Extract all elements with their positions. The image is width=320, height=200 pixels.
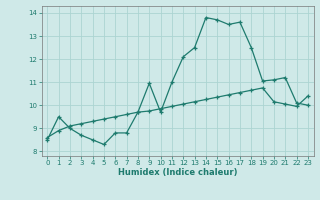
X-axis label: Humidex (Indice chaleur): Humidex (Indice chaleur) — [118, 168, 237, 177]
